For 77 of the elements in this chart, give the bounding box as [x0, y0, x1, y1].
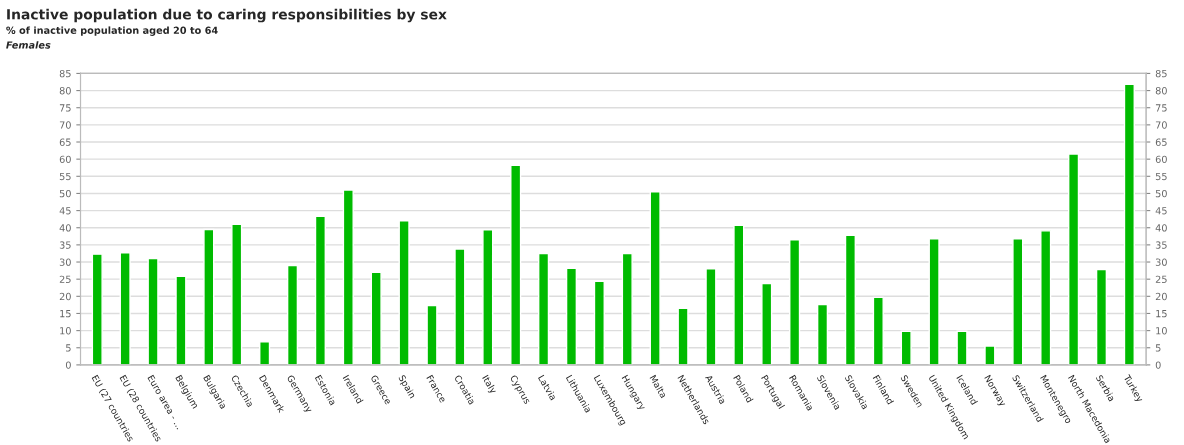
y-tick-label: 55	[59, 172, 71, 181]
text: Females	[6, 41, 51, 49]
bar	[1012, 238, 1024, 365]
bar	[454, 248, 466, 365]
bar	[1095, 268, 1108, 365]
y2-tick-label: 20	[1155, 292, 1167, 301]
chart-title: Inactive population due to caring responsibilities by sex	[7, 8, 447, 23]
bar	[482, 229, 494, 365]
y2-tick-label: 65	[1155, 138, 1167, 146]
bar	[956, 330, 968, 365]
y2-tick-label: 35	[1155, 241, 1167, 249]
y2-tick-label: 60	[1155, 155, 1167, 163]
y2-tick-label: 40	[1155, 224, 1167, 232]
bar	[510, 164, 522, 365]
y-tick-label: 45	[59, 207, 71, 215]
y2-tick-label: 80	[1155, 87, 1167, 95]
bar	[259, 341, 271, 365]
bar	[1040, 230, 1052, 365]
y2-tick-label: 15	[1156, 310, 1167, 318]
bar	[593, 280, 605, 365]
y2-tick-label: 10	[1156, 327, 1167, 335]
bar	[342, 189, 354, 365]
bar	[733, 224, 745, 365]
bar	[872, 296, 884, 365]
y-tick-label: 0	[65, 361, 71, 369]
bar	[816, 303, 829, 365]
chart-subtitle: % of inactive population aged 20 to 64	[6, 26, 218, 36]
bar	[705, 268, 717, 365]
y-tick-label: 50	[59, 189, 71, 198]
y-tick-label: 15	[60, 310, 71, 318]
y-tick-label: 25	[59, 275, 71, 283]
y-tick-label: 40	[59, 224, 71, 232]
bar	[398, 220, 410, 365]
bar	[314, 215, 326, 365]
y-tick-label: 85	[59, 69, 71, 78]
y2-tick-label: 75	[1155, 104, 1167, 112]
bar	[119, 252, 131, 365]
y2-tick-label: 25	[1155, 275, 1167, 283]
bar	[565, 267, 578, 365]
y-tick-label: 75	[59, 104, 71, 112]
y-tick-label: 70	[59, 121, 71, 129]
y2-tick-label: 30	[1155, 258, 1167, 266]
y2-tick-label: 0	[1155, 361, 1161, 369]
bar	[286, 264, 299, 365]
bar	[1068, 153, 1080, 365]
bar	[789, 239, 801, 365]
bar	[147, 257, 159, 365]
y-tick-label: 35	[59, 241, 71, 249]
bar	[677, 307, 689, 365]
bar	[928, 238, 940, 365]
bar	[1123, 83, 1135, 365]
bar	[426, 304, 438, 365]
bar	[370, 271, 382, 365]
bar	[761, 282, 773, 365]
bar	[984, 345, 996, 365]
y2-tick-label: 45	[1155, 207, 1167, 215]
y2-tick-label: 55	[1155, 172, 1167, 181]
y2-tick-label: 5	[1155, 344, 1161, 352]
y2-tick-label: 50	[1155, 189, 1167, 198]
y2-tick-label: 85	[1155, 69, 1167, 78]
bar	[621, 252, 633, 365]
y2-tick-label: 70	[1155, 121, 1167, 129]
bar	[537, 252, 550, 365]
bar	[231, 223, 243, 365]
y-tick-label: 20	[59, 292, 71, 301]
bar	[203, 228, 215, 365]
y-tick-label: 10	[60, 327, 71, 335]
y-tick-label: 30	[59, 258, 71, 266]
bar	[91, 253, 103, 365]
y-tick-label: 65	[59, 138, 71, 146]
bar	[844, 234, 856, 365]
bar	[900, 330, 912, 365]
y-tick-label: 80	[59, 87, 71, 95]
bar	[649, 191, 661, 365]
y-tick-label: 60	[59, 155, 71, 163]
y-tick-label: 5	[66, 344, 71, 352]
bar	[175, 275, 187, 365]
